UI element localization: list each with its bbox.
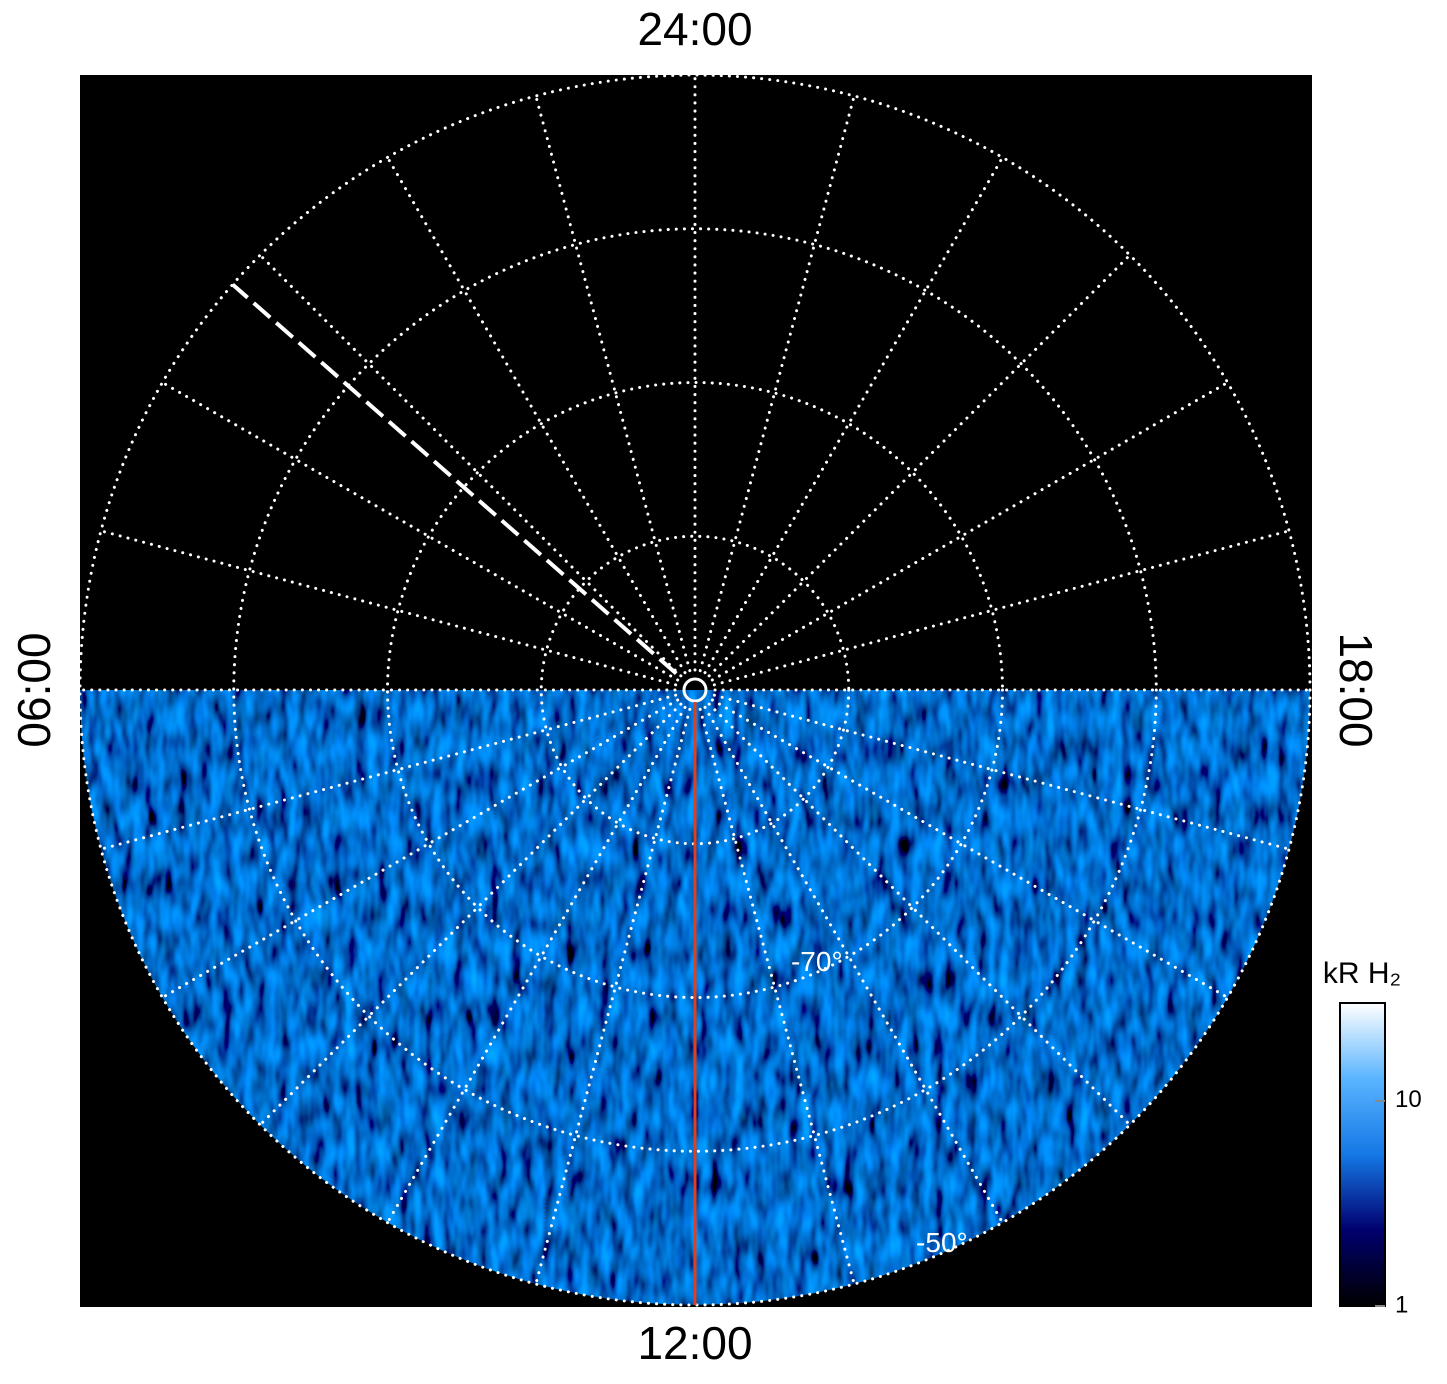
highlight-meridian <box>231 282 678 676</box>
local-time-label: 18:00 <box>1330 632 1382 747</box>
latitude-ring <box>539 534 851 846</box>
latitude-label: -70° <box>791 946 843 977</box>
latitude-label: -50° <box>916 1227 968 1258</box>
colorbar-tick-label: 1 <box>1395 1291 1408 1318</box>
pole-marker <box>682 677 708 703</box>
colorbar-label: kR H₂ <box>1323 957 1401 990</box>
latitude-ring <box>78 73 1312 1307</box>
local-time-label: 12:00 <box>637 1317 752 1369</box>
local-time-label: 06:00 <box>8 632 60 747</box>
latitude-ring <box>232 227 1158 1153</box>
colorbar-tick-label: 10 <box>1395 1086 1422 1113</box>
local-time-label: 24:00 <box>637 3 752 55</box>
colorbar <box>1339 1002 1386 1307</box>
latitude-ring <box>386 381 1004 999</box>
